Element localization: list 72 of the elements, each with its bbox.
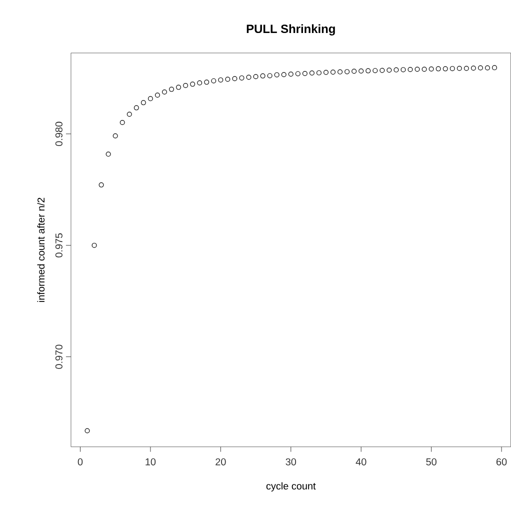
point (492, 65, 498, 70)
x-tick-label: 0 (78, 458, 83, 466)
point (442, 66, 448, 72)
point (456, 66, 462, 71)
point (302, 71, 308, 76)
point (338, 70, 343, 75)
point (422, 66, 427, 72)
x-tick-label: 50 (426, 458, 436, 466)
point (126, 112, 132, 117)
point (267, 73, 272, 78)
point (408, 67, 413, 72)
x-tick-label: 20 (216, 458, 226, 466)
point (225, 76, 230, 82)
point (484, 66, 490, 71)
point (394, 68, 399, 73)
point (169, 86, 174, 92)
point (218, 78, 224, 83)
chart-title: PULL Shrinking (246, 24, 335, 36)
point (112, 133, 118, 138)
x-tick-label: 60 (496, 458, 507, 466)
point (162, 90, 167, 95)
point (330, 70, 336, 75)
point (253, 74, 258, 80)
point (414, 66, 420, 72)
point (239, 76, 244, 81)
x-axis-title: cycle count (266, 482, 316, 492)
x-tick-label: 10 (146, 458, 156, 466)
point (84, 428, 90, 434)
y-tick-label: 0.970 (55, 344, 62, 369)
y-axis-title: informed count after n/2 (37, 198, 45, 302)
point (400, 67, 406, 72)
point (450, 66, 455, 72)
point (324, 70, 328, 75)
point (183, 83, 188, 88)
point (92, 242, 97, 248)
y-tick-label: 0.975 (55, 233, 62, 258)
y-tick-label: 0.980 (55, 122, 62, 146)
point (316, 70, 322, 76)
point (295, 71, 300, 76)
point (358, 68, 364, 74)
point (344, 69, 350, 74)
point (232, 76, 238, 82)
point (428, 66, 434, 72)
point (366, 68, 371, 74)
point (372, 68, 378, 74)
point (352, 68, 357, 74)
point (386, 68, 392, 73)
point (134, 105, 139, 110)
point (120, 120, 125, 126)
point (98, 182, 104, 188)
point (211, 78, 216, 84)
point (380, 68, 385, 73)
point (148, 96, 153, 102)
point (204, 80, 210, 85)
x-tick-label: 40 (356, 458, 366, 466)
point (176, 84, 182, 90)
point (281, 72, 286, 78)
point (464, 66, 469, 71)
point (106, 152, 111, 157)
point (288, 72, 294, 77)
point (260, 74, 266, 79)
point (246, 74, 252, 80)
point (140, 100, 146, 106)
point (436, 66, 441, 72)
point (154, 92, 160, 98)
point (309, 70, 314, 76)
point (470, 66, 476, 71)
point (197, 80, 202, 86)
x-tick-label: 30 (286, 458, 296, 466)
point (274, 72, 280, 78)
point (190, 82, 196, 87)
point (478, 66, 483, 71)
